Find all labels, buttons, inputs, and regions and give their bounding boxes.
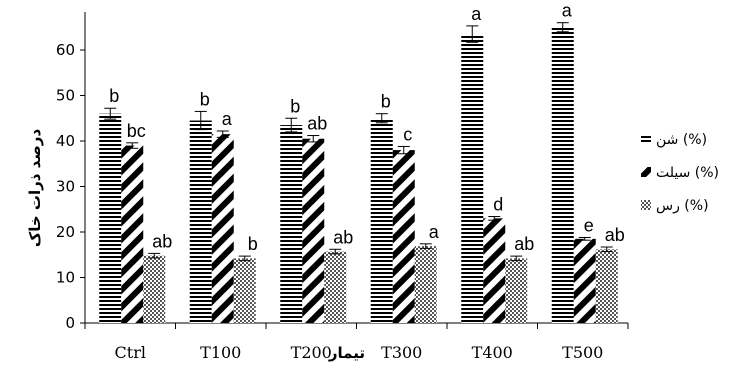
x-axis: Ctrl T100 T200 T300 T400 T500 [84, 323, 629, 362]
legend-label: رس (%) [656, 198, 709, 214]
x-tick-label: T300 [381, 343, 422, 362]
significance-letter: ab [605, 225, 625, 245]
significance-letter: d [493, 195, 503, 215]
error-bars [104, 22, 613, 262]
bars [99, 27, 618, 324]
x-tick-label: T200 [291, 343, 332, 362]
bar-2-T100 [233, 258, 256, 323]
significance-letter: ab [333, 227, 353, 247]
bar-0-T200 [280, 125, 303, 323]
bar-1-T200 [302, 138, 325, 323]
bar-1-T400 [483, 218, 506, 323]
y-axis-label: درصد ذرات خاک [26, 129, 44, 248]
bar-1-Ctrl [121, 145, 144, 323]
bar-0-T100 [189, 120, 212, 324]
bar-2-Ctrl [143, 255, 166, 323]
legend-label: سیلت (%) [656, 165, 719, 181]
bar-1-T100 [211, 134, 234, 323]
y-tick-label: 40 [56, 132, 75, 150]
bar-0-T500 [551, 27, 574, 323]
significance-letter: b [248, 234, 258, 254]
significance-letter: e [584, 215, 594, 235]
legend-swatch [641, 200, 651, 210]
significance-letter: c [403, 124, 412, 144]
y-tick-label: 60 [56, 41, 75, 59]
bar-1-T500 [573, 238, 596, 323]
y-tick-label: 10 [56, 269, 75, 287]
x-axis-label: تیمار [328, 344, 365, 362]
bar-1-T300 [392, 150, 415, 323]
significance-letter: ab [152, 231, 172, 251]
bar-2-T400 [505, 258, 528, 323]
significance-letter: bc [127, 121, 146, 141]
bar-2-T500 [595, 249, 618, 323]
legend-label: شن (%) [656, 132, 707, 148]
legend-swatch [641, 167, 651, 177]
x-tick-label: T500 [562, 343, 603, 362]
significance-letter: b [381, 92, 391, 112]
y-axis-title: درصد ذرات خاک [26, 129, 44, 248]
significance-letter: a [471, 4, 482, 24]
significance-letter: b [200, 89, 210, 109]
x-tick-label: T400 [472, 343, 513, 362]
y-tick-label: 50 [56, 87, 75, 105]
y-tick-label: 30 [56, 178, 75, 196]
bar-2-T300 [414, 246, 437, 323]
y-tick-label: 0 [65, 314, 75, 332]
significance-letter: b [290, 96, 300, 116]
significance-letter: a [222, 109, 233, 129]
significance-letter: ab [514, 234, 534, 254]
x-tick-label: T100 [200, 343, 241, 362]
bar-0-T300 [370, 118, 393, 323]
bar-0-Ctrl [99, 113, 122, 323]
bar-0-T400 [461, 34, 484, 323]
significance-letter: a [429, 222, 440, 242]
legend: شن (%) سیلت (%) رس (%) [641, 132, 719, 214]
x-tick-label: Ctrl [115, 343, 146, 362]
significance-letter: a [562, 1, 573, 21]
legend-swatch [641, 134, 651, 144]
bar-2-T200 [324, 251, 347, 323]
y-tick-label: 20 [56, 223, 75, 241]
significance-letter: b [109, 86, 119, 106]
significance-letter: ab [307, 114, 327, 134]
